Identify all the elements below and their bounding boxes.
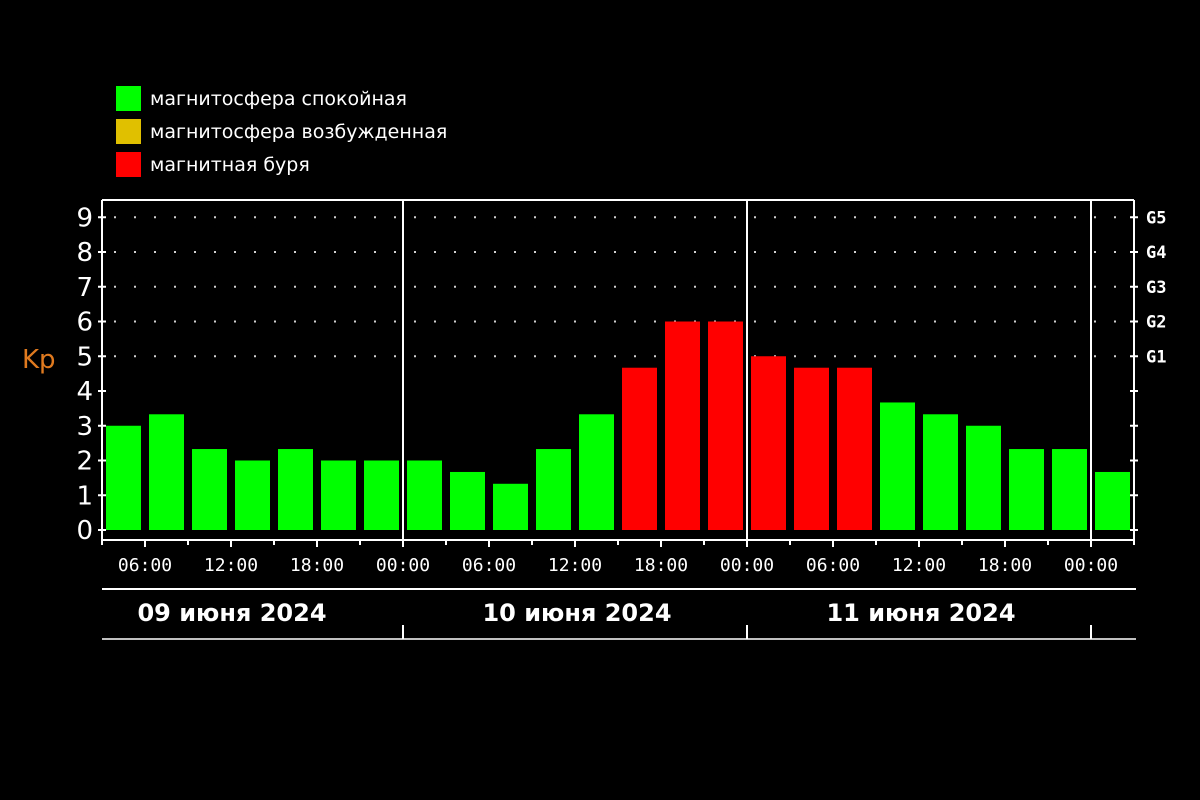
y-tick-label: 6 bbox=[76, 308, 93, 338]
x-tick-label: 00:00 bbox=[720, 555, 774, 576]
y-tick-label: 1 bbox=[76, 481, 93, 511]
kp-bar bbox=[364, 460, 399, 530]
y-tick-label: 3 bbox=[76, 412, 93, 442]
kp-bar bbox=[536, 449, 571, 530]
x-tick-label: 12:00 bbox=[548, 555, 602, 576]
x-tick-label: 12:00 bbox=[892, 555, 946, 576]
kp-bar bbox=[321, 460, 356, 530]
y-tick-label: 8 bbox=[76, 238, 93, 268]
kp-bar bbox=[579, 414, 614, 530]
kp-bar bbox=[665, 321, 700, 530]
storm-level-label: G4 bbox=[1146, 243, 1166, 263]
x-tick-label: 00:00 bbox=[1064, 555, 1118, 576]
x-tick-label: 18:00 bbox=[290, 555, 344, 576]
x-tick-label: 06:00 bbox=[118, 555, 172, 576]
kp-bar bbox=[880, 402, 915, 530]
y-axis-label: Kp bbox=[22, 345, 56, 375]
day-label: 09 июня 2024 bbox=[137, 599, 326, 627]
kp-bar bbox=[622, 367, 657, 530]
x-tick-label: 00:00 bbox=[376, 555, 430, 576]
kp-bar bbox=[235, 460, 270, 530]
kp-bar bbox=[1052, 449, 1087, 530]
y-tick-label: 0 bbox=[76, 516, 93, 546]
y-tick-label: 4 bbox=[76, 377, 93, 407]
legend-swatch bbox=[116, 86, 141, 111]
kp-bar bbox=[794, 367, 829, 530]
x-tick-label: 06:00 bbox=[806, 555, 860, 576]
x-tick-label: 18:00 bbox=[634, 555, 688, 576]
storm-level-label: G1 bbox=[1146, 347, 1166, 367]
y-tick-label: 7 bbox=[76, 273, 93, 303]
y-tick-label: 2 bbox=[76, 447, 93, 477]
legend-label: магнитная буря bbox=[150, 153, 310, 176]
x-tick-label: 18:00 bbox=[978, 555, 1032, 576]
kp-bar bbox=[708, 321, 743, 530]
kp-bar bbox=[923, 414, 958, 530]
chart-legend: магнитосфера спокойная магнитосфера возбу… bbox=[116, 82, 447, 181]
kp-bar bbox=[751, 356, 786, 530]
kp-bar bbox=[192, 449, 227, 530]
legend-label: магнитосфера спокойная bbox=[150, 87, 407, 110]
legend-item: магнитосфера возбужденная bbox=[116, 115, 447, 148]
kp-bar bbox=[106, 425, 141, 530]
kp-bar bbox=[278, 449, 313, 530]
kp-bar bbox=[966, 425, 1001, 530]
kp-bar bbox=[149, 414, 184, 530]
y-tick-label: 5 bbox=[76, 342, 93, 372]
legend-swatch bbox=[116, 152, 141, 177]
day-label: 10 июня 2024 bbox=[482, 599, 671, 627]
storm-level-label: G5 bbox=[1146, 208, 1166, 228]
legend-item: магнитная буря bbox=[116, 148, 447, 181]
kp-bar bbox=[837, 367, 872, 530]
kp-bar bbox=[1009, 449, 1044, 530]
storm-level-label: G2 bbox=[1146, 313, 1166, 333]
kp-bar bbox=[407, 460, 442, 530]
day-label: 11 июня 2024 bbox=[826, 599, 1015, 627]
legend-item: магнитосфера спокойная bbox=[116, 82, 447, 115]
x-tick-label: 06:00 bbox=[462, 555, 516, 576]
x-tick-label: 12:00 bbox=[204, 555, 258, 576]
storm-level-label: G3 bbox=[1146, 278, 1166, 298]
kp-bar bbox=[1095, 471, 1130, 530]
legend-swatch bbox=[116, 119, 141, 144]
kp-bar bbox=[450, 471, 485, 530]
kp-bar bbox=[493, 483, 528, 530]
y-tick-label: 9 bbox=[76, 203, 93, 233]
legend-label: магнитосфера возбужденная bbox=[150, 120, 448, 143]
